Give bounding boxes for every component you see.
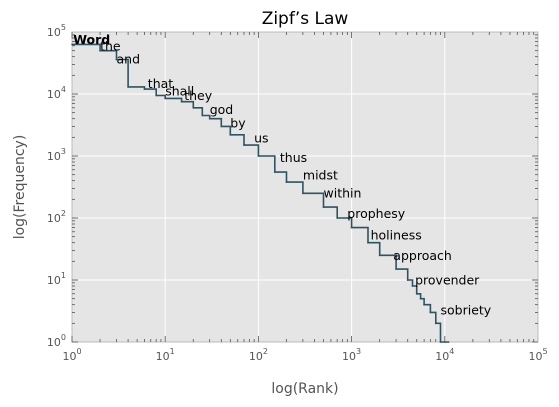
series-point [322,206,325,208]
word-label-0: Word [73,32,110,47]
x-tick-label-5: 105 [528,347,547,363]
tick-marks [71,32,538,343]
series-point [378,254,381,257]
word-label-8: us [254,131,268,146]
word-label-13: holiness [371,228,422,243]
y-tick-label-5: 105 [47,23,66,39]
series-point [302,192,304,195]
y-tick-label-4: 104 [47,85,66,101]
x-tick-label-1: 101 [156,347,175,363]
chart-title: Zipf’s Law [262,9,349,29]
x-tick-label-2: 102 [249,347,268,363]
series-point [71,43,73,46]
y-tick-label-3: 103 [47,147,66,163]
series-point [99,49,101,52]
tick-labels: 100 101 102 103 104 105 100 101 102 103 104 105 [47,23,548,363]
series-layer [71,43,450,343]
series-point [115,58,118,61]
series-point [229,134,232,136]
series-point [411,285,414,287]
series-point [406,279,409,281]
series-point [220,125,223,128]
series-point [180,100,183,103]
word-label-5: they [184,88,213,103]
word-label-6: god [210,102,234,117]
word-label-12: prophesy [347,206,406,221]
series-point [192,107,195,109]
series-point [243,144,245,146]
series-point [435,322,437,325]
word-label-10: midst [303,167,338,182]
word-label-2: and [117,52,141,67]
word-label-16: sobriety [441,302,492,317]
series-point [444,341,446,343]
series-point [285,181,288,183]
series-point [439,341,442,343]
series-point [274,171,276,173]
series-point [367,241,369,244]
y-tick-label-0: 100 [47,333,66,349]
word-label-11: within [324,185,362,200]
series-point [336,217,339,219]
series-point [155,94,157,97]
y-axis-label: log(Frequency) [12,135,28,240]
word-label-7: by [230,115,246,130]
series-point [127,86,129,88]
x-axis-label: log(Rank) [271,381,338,397]
series-point [208,117,211,120]
plot-background [72,32,538,342]
word-label-4: shall [165,83,194,98]
plot-frame [71,31,539,343]
plot-border [71,31,539,343]
series-point [429,311,432,314]
x-tick-label-4: 104 [435,347,454,363]
series-point [164,97,166,100]
y-tick-label-1: 101 [47,271,66,287]
x-tick-label-3: 103 [342,347,361,363]
series-point [395,268,397,270]
series-point [415,293,418,295]
word-label-15: provender [415,272,480,287]
series-point [423,303,425,306]
series-point [350,226,353,229]
series-point [447,341,450,343]
series-point [419,297,422,300]
word-label-9: thus [280,150,307,165]
y-tick-label-2: 102 [47,209,66,225]
series-point [143,88,146,90]
word-label-1: the [100,39,121,54]
series-point [257,155,260,157]
x-tick-label-0: 100 [62,347,81,363]
word-label-14: approach [393,248,452,263]
series-point [201,114,204,117]
word-label-3: that [148,76,173,91]
